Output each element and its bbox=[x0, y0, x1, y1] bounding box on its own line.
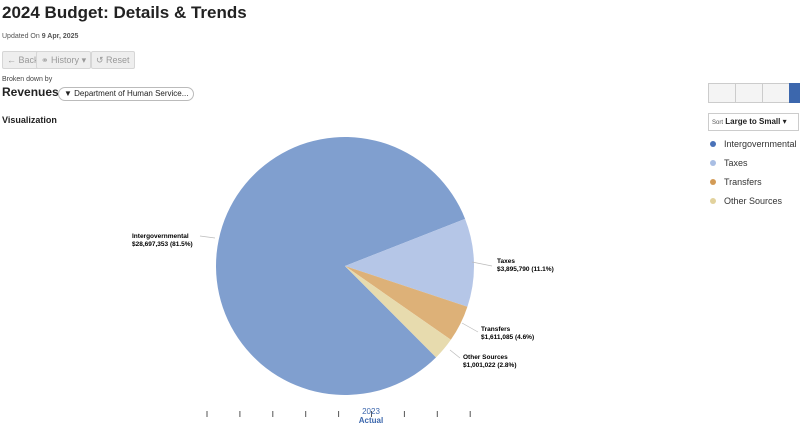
back-label: Back bbox=[18, 55, 39, 65]
history-label: History bbox=[51, 55, 80, 65]
slice-value: $1,001,022 (2.8%) bbox=[463, 362, 516, 369]
filter-label: Department of Human Service... bbox=[74, 89, 189, 98]
pie-slice bbox=[345, 266, 468, 340]
pie-slice bbox=[345, 266, 451, 358]
slice-name: Other Sources bbox=[463, 354, 508, 361]
history-button[interactable]: ⚭ History ▾ bbox=[36, 51, 92, 69]
pie-slice bbox=[345, 218, 474, 307]
updated-prefix: Updated On bbox=[2, 33, 40, 40]
reset-button[interactable]: ↺ Reset bbox=[91, 51, 135, 69]
slice-value: $28,697,353 (81.5%) bbox=[132, 241, 193, 248]
timeline-year: 2023 bbox=[362, 407, 380, 416]
legend-dot bbox=[710, 141, 716, 147]
leader-line bbox=[461, 322, 479, 333]
page-title: 2024 Budget: Details & Trends bbox=[2, 3, 247, 22]
legend-label: Transfers bbox=[724, 177, 762, 187]
updated-date: 9 Apr, 2025 bbox=[41, 33, 79, 40]
section-title: Visualization bbox=[2, 115, 57, 125]
breakdown-value: Revenues bbox=[2, 85, 59, 99]
leader-line bbox=[449, 349, 461, 359]
slice-value: $1,611,085 (4.6%) bbox=[481, 334, 534, 341]
slice-name: Intergovernmental bbox=[132, 233, 189, 240]
legend-dot bbox=[710, 179, 716, 185]
updated: Updated On 9 Apr, 2025 bbox=[2, 33, 78, 40]
legend-dot bbox=[710, 160, 716, 166]
legend-label: Taxes bbox=[724, 158, 748, 168]
breakdown-label: Broken down by bbox=[2, 76, 53, 83]
filter-chip[interactable]: ▼ Department of Human Service... bbox=[58, 87, 195, 101]
reset-label: Reset bbox=[106, 55, 130, 65]
legend-dot bbox=[710, 198, 716, 204]
slice-name: Taxes bbox=[497, 258, 515, 265]
legend-label: Other Sources bbox=[724, 196, 783, 206]
table-view[interactable] bbox=[708, 83, 737, 103]
pie-view[interactable] bbox=[789, 83, 800, 103]
slice-name: Transfers bbox=[481, 326, 511, 333]
pie-slice bbox=[215, 137, 466, 395]
line-view[interactable] bbox=[762, 83, 791, 103]
slice-value: $3,895,790 (11.1%) bbox=[497, 266, 554, 273]
sort-value: Large to Small bbox=[725, 117, 781, 126]
area-view[interactable] bbox=[735, 83, 764, 103]
timeline-kind: Actual bbox=[359, 416, 383, 425]
sort-prefix: Sort bbox=[712, 120, 724, 126]
legend-label: Intergovernmental bbox=[724, 139, 797, 149]
leader-line bbox=[471, 261, 493, 267]
leader-line bbox=[199, 235, 216, 239]
sort-dropdown[interactable]: Sort Large to Small ▾ bbox=[708, 113, 799, 131]
